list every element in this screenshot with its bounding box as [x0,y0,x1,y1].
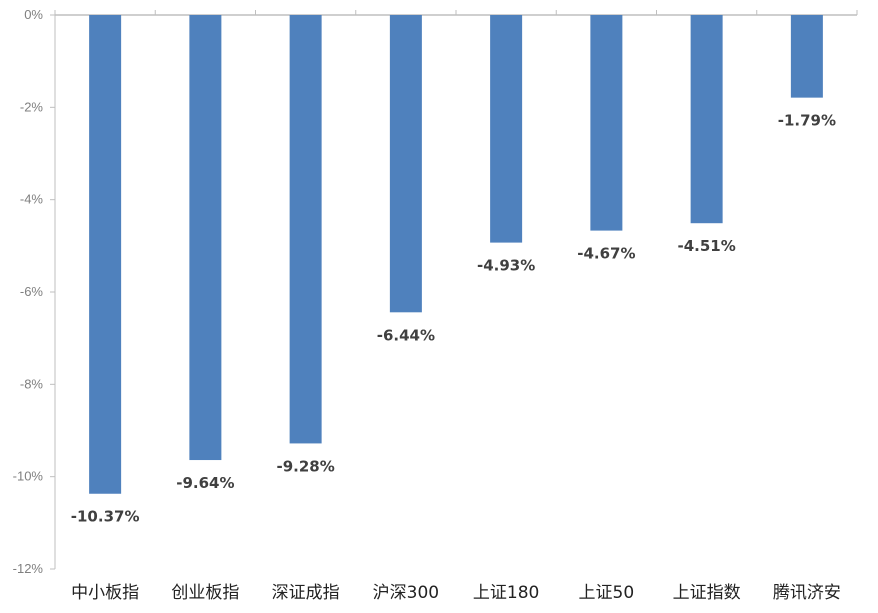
bar [590,15,623,231]
data-label: -4.93% [477,257,535,275]
data-label: -9.28% [276,457,334,475]
y-tick-label: -8% [20,376,44,391]
data-label: -6.44% [377,326,435,344]
y-tick-labels-group: 0% -2% -4% -6% -8% -10% -12% [13,7,44,576]
axes-group [50,10,858,570]
data-label: -4.67% [577,245,635,263]
data-label: -10.37% [71,508,140,526]
bars-group [89,15,823,494]
data-labels-group: -10.37% -9.64% -9.28% -6.44% -4.93% -4.67% -4.… [71,112,836,526]
bar [289,15,322,444]
y-tick-label: -2% [20,99,44,114]
data-label: -1.79% [778,112,836,130]
bar [89,15,122,494]
data-label: -4.51% [677,237,735,255]
category-label: 创业板指 [171,583,239,603]
y-tick-label: -10% [13,469,44,484]
y-tick-label: 0% [24,7,43,22]
y-tick-label: -4% [20,192,44,207]
category-label: 腾讯济安 [773,583,841,603]
bar [389,15,422,313]
category-label: 上证指数 [673,583,741,603]
bar [690,15,723,224]
bar [790,15,823,98]
bar [189,15,222,461]
category-label: 上证180 [473,583,539,603]
category-label: 中小板指 [71,583,139,603]
data-label: -9.64% [176,474,234,492]
category-label: 沪深300 [373,583,439,603]
y-tick-label: -12% [13,561,44,576]
category-label: 深证成指 [272,583,340,603]
bar [490,15,523,243]
category-label: 上证50 [579,583,635,603]
category-labels-group: 中小板指 创业板指 深证成指 沪深300 上证180 上证50 上证指数 腾讯济安 [71,583,841,603]
y-tick-label: -6% [20,284,44,299]
